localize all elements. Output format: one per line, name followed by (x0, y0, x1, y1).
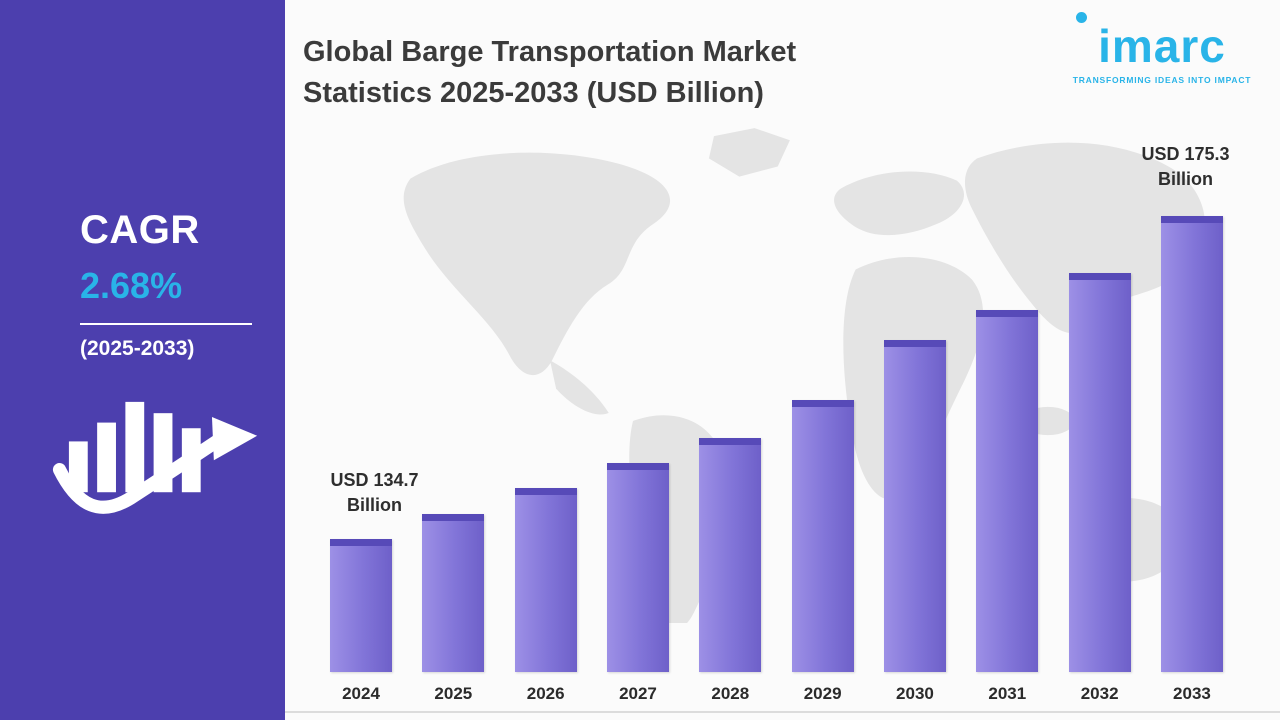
bar-column-2029: 2029 (791, 400, 854, 708)
bar-column-2031: 2031 (976, 310, 1039, 708)
bar-cap (514, 488, 577, 495)
x-axis-label-2031: 2031 (988, 684, 1027, 703)
logo-dot-icon (1076, 12, 1087, 23)
x-axis-label-2025: 2025 (434, 684, 473, 703)
bar-cap (1160, 216, 1223, 223)
x-axis-label-2028: 2028 (711, 684, 750, 703)
value-label-2033-line1: USD 175.3 (1141, 143, 1230, 164)
x-axis-label-2027: 2027 (619, 684, 657, 703)
x-axis-label-2029: 2029 (803, 684, 842, 703)
bar-2033 (1160, 216, 1223, 672)
bar-cap (422, 514, 485, 521)
bar-column-2024: 2024 (330, 539, 392, 708)
bar-2030 (883, 340, 946, 672)
imarc-logo: imarc TRANSFORMING IDEAS INTO IMPACT (1062, 12, 1262, 85)
x-axis-label-2032: 2032 (1080, 684, 1119, 703)
bar-column-2026: 2026 (514, 488, 577, 708)
sidebar: CAGR 2.68% (2025-2033) (0, 0, 285, 720)
value-label-2024: USD 134.7 Billion (312, 468, 437, 518)
bar-2026 (514, 488, 577, 672)
x-axis-label-2024: 2024 (342, 684, 380, 703)
x-axis-label-2026: 2026 (526, 684, 565, 703)
cagr-divider (80, 323, 252, 325)
bottom-divider (285, 711, 1280, 713)
bar-column-2032: 2032 (1068, 273, 1131, 708)
value-label-2024-line2: Billion (347, 494, 402, 515)
bar-2024 (330, 539, 392, 672)
page-title-line2: Statistics 2025-2033 (USD Billion) (303, 76, 764, 109)
bar-cap (699, 438, 762, 445)
cagr-label: CAGR (80, 208, 200, 252)
cagr-block: CAGR 2.68% (2025-2033) (80, 208, 260, 361)
bar-chart: USD 134.7 Billion USD 175.3 Billion 2024… (330, 128, 1230, 708)
value-label-2024-line1: USD 134.7 (330, 469, 419, 490)
bar-2028 (699, 438, 762, 672)
value-label-2033-line2: Billion (1158, 168, 1213, 189)
bar-column-2033: 2033 (1160, 216, 1223, 708)
page-title: Global Barge Transportation Market Stati… (303, 32, 983, 113)
page-title-line1: Global Barge Transportation Market (303, 36, 797, 68)
bar-2032 (1068, 273, 1131, 672)
bar-2027 (606, 463, 669, 672)
x-axis-label-2030: 2030 (896, 684, 934, 703)
cagr-value: 2.68% (80, 265, 183, 306)
bar-cap (976, 310, 1039, 317)
cagr-period: (2025-2033) (80, 337, 195, 360)
value-label-2033: USD 175.3 Billion (1123, 142, 1248, 192)
bar-cap (606, 463, 669, 470)
bar-2031 (976, 310, 1039, 672)
bar-cap (883, 340, 946, 347)
bar-column-2028: 2028 (699, 438, 762, 708)
growth-chart-icon (52, 401, 258, 514)
bar-column-2025: 2025 (422, 514, 485, 708)
bar-cap (791, 400, 854, 407)
x-axis-label-2033: 2033 (1173, 684, 1211, 703)
bar-column-2027: 2027 (606, 463, 669, 708)
bar-2029 (791, 400, 854, 672)
bar-column-2030: 2030 (883, 340, 946, 708)
bar-cap (1068, 273, 1131, 280)
bar-cap (330, 539, 392, 546)
logo-tagline: TRANSFORMING IDEAS INTO IMPACT (1072, 74, 1252, 85)
main-panel: Global Barge Transportation Market Stati… (285, 0, 1280, 720)
logo-brand: imarc (1098, 20, 1226, 72)
bar-2025 (422, 514, 485, 672)
